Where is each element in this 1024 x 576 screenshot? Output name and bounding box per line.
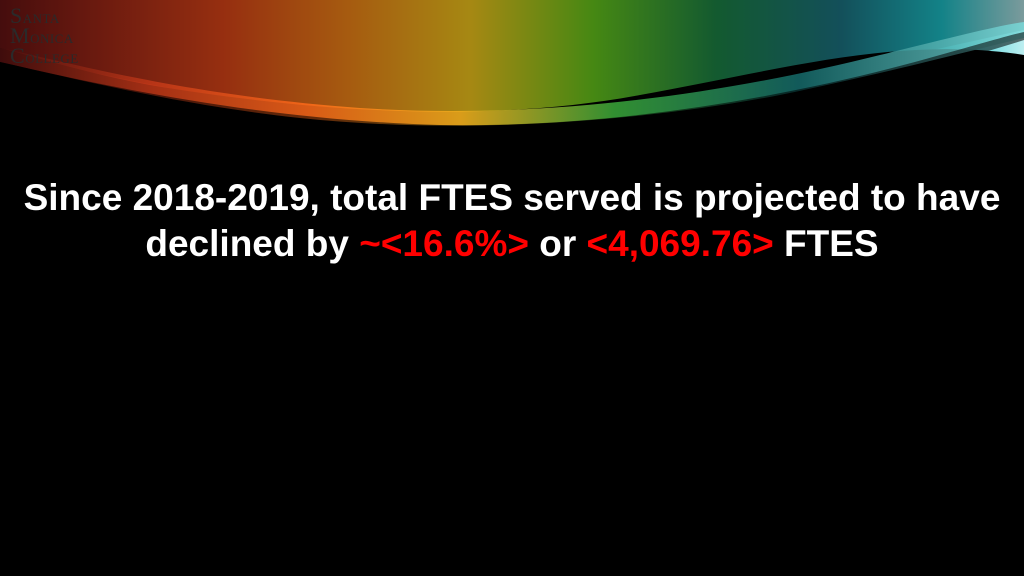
logo-line2: onica [30,27,74,47]
logo-line3-initial: C [10,43,25,68]
body-text-3: FTES [774,223,879,264]
college-logo: Santa Monica College [10,6,79,67]
body-text-2: or [529,223,587,264]
decorative-swoosh [0,0,1024,170]
logo-line3: ollege [25,47,79,67]
slide-body: Since 2018-2019, total FTES served is pr… [0,175,1024,268]
highlight-value: <4,069.76> [587,223,774,264]
highlight-percent: ~<16.6%> [359,223,529,264]
